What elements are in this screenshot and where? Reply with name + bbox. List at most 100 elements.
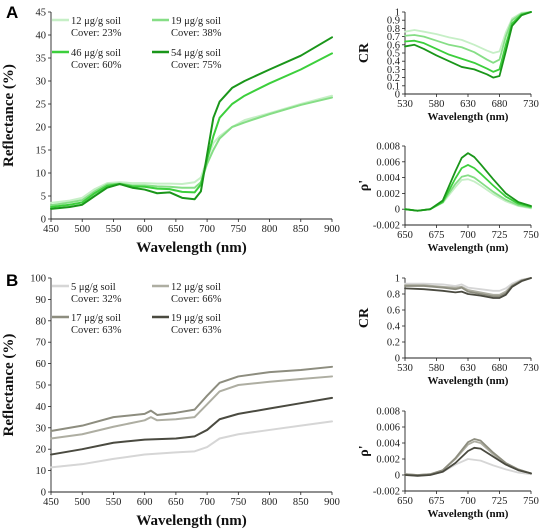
panel-label-a: A — [6, 3, 18, 22]
legend-entry-note: Cover: 32% — [71, 294, 122, 305]
x-tick-label: 750 — [523, 496, 539, 507]
x-tick-label: 580 — [429, 99, 445, 110]
x-tick-label: 700 — [460, 496, 476, 507]
y-tick-label: 0.002 — [376, 455, 400, 466]
y-tick-label: 0.4 — [387, 322, 401, 333]
y-tick-label: 25 — [36, 100, 47, 111]
y-axis-label: CR — [357, 307, 372, 328]
y-tick-label: 0.4 — [387, 57, 401, 68]
x-tick-label: 600 — [137, 224, 153, 235]
x-tick-label: 530 — [397, 363, 413, 374]
y-tick-label: 60 — [36, 359, 47, 370]
y-tick-label: 20 — [36, 123, 47, 134]
y-tick-label: 0.008 — [376, 407, 400, 418]
y-tick-label: 0 — [395, 471, 400, 482]
x-tick-label: 750 — [230, 497, 246, 508]
x-tick-label: 580 — [429, 363, 445, 374]
x-axis-label: Wavelength (nm) — [428, 242, 509, 254]
y-tick-label: 0 — [41, 488, 46, 499]
legend-entry-note: Cover: 63% — [71, 325, 122, 336]
y-tick-label: 0.9 — [387, 16, 400, 27]
series-line-4 — [404, 11, 532, 79]
x-tick-label: 680 — [492, 99, 508, 110]
series-line-4 — [404, 152, 532, 212]
y-tick-label: 0.8 — [387, 290, 400, 301]
y-tick-label: 0.6 — [387, 306, 400, 317]
y-axis-label: Reflectance (%) — [1, 334, 17, 437]
x-tick-label: 650 — [397, 496, 413, 507]
panel-label-b: B — [6, 271, 18, 290]
series-line-1 — [50, 94, 333, 204]
y-tick-label: 0.008 — [376, 142, 400, 153]
y-tick-label: 5 — [41, 192, 46, 203]
y-tick-label: 45 — [36, 8, 47, 19]
y-tick-label: 0.7 — [387, 32, 400, 43]
series-line-1 — [404, 277, 532, 292]
x-tick-label: 730 — [523, 363, 539, 374]
series-line-3 — [50, 52, 333, 209]
y-tick-label: 0 — [395, 205, 400, 216]
series-line-2 — [404, 11, 532, 64]
series-line-1 — [50, 420, 333, 469]
y-axis-label: ρ' — [357, 445, 372, 456]
y-tick-label: 1 — [395, 274, 400, 285]
y-tick-label: -0.002 — [373, 221, 400, 232]
chart-B-main: 450 500 550 600 650 700 750 800 850 900 0 10 20 30 40 5… — [1, 274, 340, 530]
y-tick-label: 0.2 — [387, 73, 400, 84]
y-tick-label: 30 — [36, 423, 47, 434]
x-tick-label: 675 — [429, 496, 445, 507]
y-tick-label: 15 — [36, 146, 47, 157]
x-tick-label: 600 — [137, 497, 153, 508]
x-tick-label: 900 — [324, 224, 340, 235]
y-tick-label: 80 — [36, 316, 47, 327]
x-tick-label: 680 — [492, 363, 508, 374]
y-axis-label: ρ' — [357, 180, 372, 191]
x-axis-label: Wavelength (nm) — [136, 240, 246, 256]
y-tick-label: 20 — [36, 445, 47, 456]
legend-entry-note: Cover: 63% — [171, 325, 222, 336]
y-tick-label: 0.006 — [376, 423, 400, 434]
y-tick-label: 0 — [41, 215, 46, 226]
chart-A-cr: 530 580 630 680 730 00.10.20.30.40.50.60.70.8… — [357, 8, 539, 124]
legend-entry-note: Cover: 23% — [71, 28, 122, 39]
x-tick-label: 650 — [168, 497, 184, 508]
charts: 450 500 550 600 650 700 750 800 850 9000510152025… — [1, 8, 539, 530]
x-tick-label: 450 — [43, 224, 59, 235]
x-tick-label: 725 — [492, 496, 508, 507]
y-tick-label: 70 — [36, 338, 47, 349]
y-tick-label: 0.8 — [387, 24, 400, 35]
legend-entry-label: 19 μg/g soil — [171, 16, 221, 27]
legend-entry-note: Cover: 75% — [171, 60, 222, 71]
y-tick-label: 0 — [395, 354, 400, 365]
y-tick-label: -0.002 — [373, 487, 400, 498]
x-tick-label: 750 — [230, 224, 246, 235]
x-tick-label: 700 — [460, 230, 476, 241]
series-line-3 — [50, 365, 333, 433]
y-tick-label: 0.5 — [387, 49, 400, 60]
x-tick-label: 650 — [397, 230, 413, 241]
x-tick-label: 800 — [262, 497, 278, 508]
x-tick-label: 800 — [262, 224, 278, 235]
y-tick-label: 0.6 — [387, 40, 400, 51]
y-tick-label: 40 — [36, 402, 47, 413]
y-axis-label: Reflectance (%) — [1, 64, 17, 167]
y-tick-label: 100 — [30, 274, 46, 285]
chart-A-deriv: 650 675 700 725 750 -0.002 0 0.002 0.004 0.006 0.0… — [357, 142, 539, 255]
series-line-4 — [50, 396, 333, 456]
y-tick-label: 0.1 — [387, 81, 400, 92]
x-axis-label: Wavelength (nm) — [428, 111, 509, 123]
y-tick-label: 0.004 — [376, 439, 400, 450]
series-line-1 — [404, 178, 532, 212]
x-tick-label: 700 — [199, 497, 215, 508]
y-tick-label: 1 — [395, 8, 400, 19]
x-tick-label: 700 — [199, 224, 215, 235]
y-tick-label: 10 — [36, 169, 47, 180]
x-tick-label: 650 — [168, 224, 184, 235]
legend-entry-label: 12 μg/g soil — [71, 16, 121, 27]
chart-B-deriv: 650 675 700 725 750 -0.002 0 0.002 0.004 0.006 0.0… — [357, 407, 539, 521]
series-line-4 — [404, 277, 532, 299]
x-tick-label: 550 — [106, 224, 122, 235]
x-tick-label: 675 — [429, 230, 445, 241]
x-tick-label: 550 — [106, 497, 122, 508]
